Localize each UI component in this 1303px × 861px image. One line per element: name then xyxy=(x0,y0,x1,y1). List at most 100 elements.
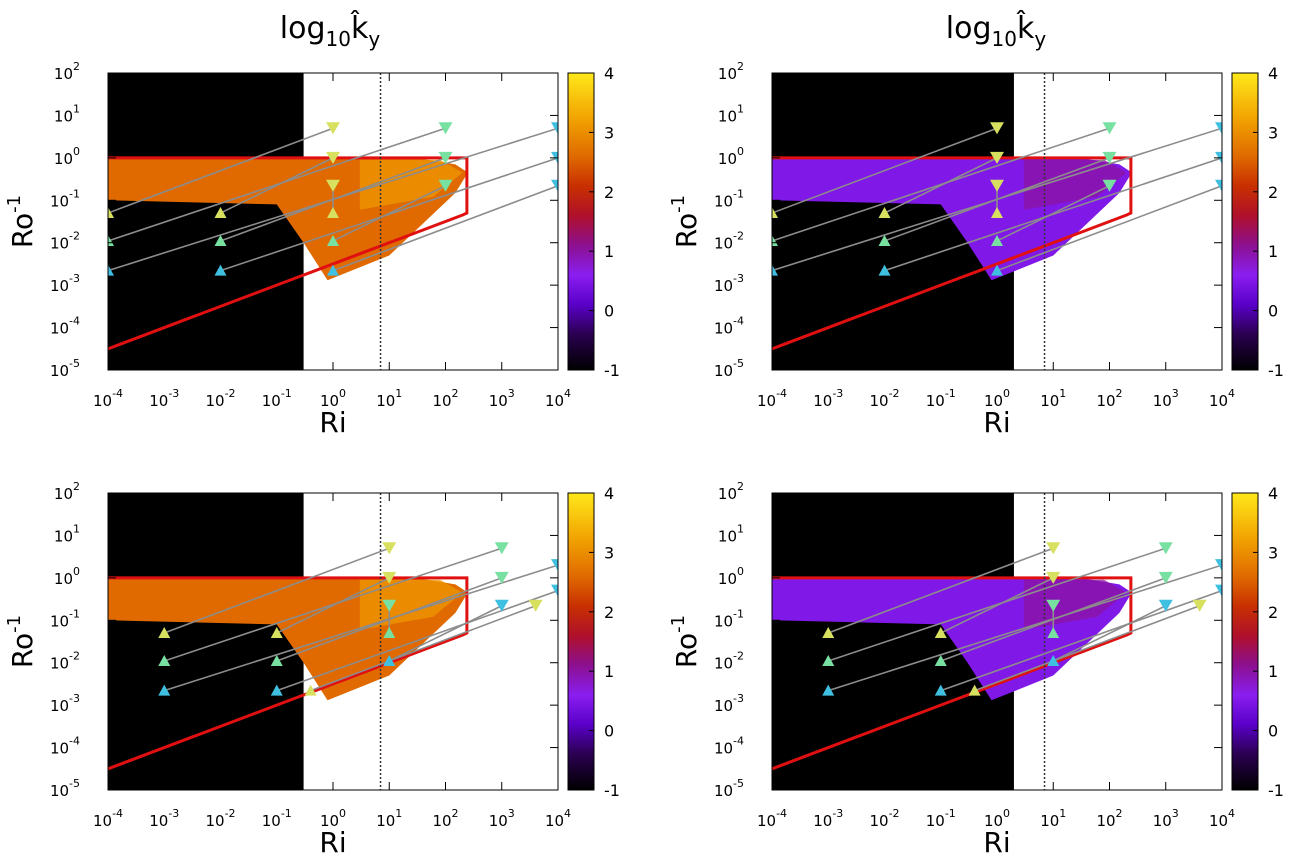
y-tick-label: 10-2 xyxy=(50,230,80,253)
start-marker xyxy=(108,207,114,219)
high-ky-region xyxy=(1023,159,1127,210)
y-tick-label: 10-2 xyxy=(714,650,744,673)
x-tick-label: 101 xyxy=(1040,387,1066,410)
y-tick-label: 100 xyxy=(54,565,80,588)
colorbar-tick-label: 4 xyxy=(604,484,614,503)
start-marker xyxy=(822,654,835,666)
plot-area xyxy=(772,73,1222,370)
y-tick-label: 100 xyxy=(718,565,744,588)
x-axis-label: Ri xyxy=(983,826,1010,857)
end-marker xyxy=(494,599,509,612)
y-tick-label: 101 xyxy=(54,522,80,545)
y-tick-label: 10-1 xyxy=(50,607,80,630)
start-marker xyxy=(878,264,891,276)
y-tick-label: 10-4 xyxy=(50,315,80,338)
x-tick-label: 10-2 xyxy=(205,387,235,410)
plot-area xyxy=(772,493,1222,790)
x-tick-label: 104 xyxy=(1209,807,1235,830)
title-right: log10k̂y xyxy=(946,10,1047,51)
x-tick-label: 10-4 xyxy=(757,387,787,410)
x-tick-label: 103 xyxy=(489,387,515,410)
colorbar-tick-label: 4 xyxy=(604,64,614,83)
colorbar-tick-label: 2 xyxy=(1268,603,1278,622)
colorbar-tick-label: 3 xyxy=(1268,123,1278,142)
colorbar-tick-label: 4 xyxy=(1268,484,1278,503)
colorbar-tick-label: 2 xyxy=(1268,183,1278,202)
x-tick-label: 10-1 xyxy=(926,807,956,830)
neutral-curve xyxy=(772,156,1133,351)
colorbar-tick-label: 3 xyxy=(604,543,614,562)
high-ky-region xyxy=(359,579,463,630)
plot-area xyxy=(108,493,558,790)
neutral-curve xyxy=(108,576,469,771)
trajectory-line xyxy=(1052,605,1167,662)
start-marker xyxy=(991,234,1003,246)
end-marker xyxy=(382,599,397,612)
start-marker xyxy=(270,684,283,696)
y-tick-label: 10-3 xyxy=(714,692,744,715)
x-tick-label: 101 xyxy=(376,807,402,830)
end-marker xyxy=(1046,571,1061,584)
y-tick-label: 10-5 xyxy=(714,777,744,800)
x-tick-label: 104 xyxy=(545,807,571,830)
x-tick-label: 10-3 xyxy=(149,807,179,830)
end-marker xyxy=(551,122,558,135)
high-ky-region xyxy=(1023,579,1127,630)
trajectory-line xyxy=(940,577,1054,634)
trajectory-line xyxy=(772,127,998,214)
neutral-curve xyxy=(108,156,469,351)
x-tick-label: 10-4 xyxy=(93,807,123,830)
trajectory-line xyxy=(827,547,1054,634)
start-marker xyxy=(934,684,947,696)
end-marker xyxy=(1215,122,1222,135)
start-marker xyxy=(327,264,339,276)
start-marker xyxy=(383,654,396,666)
y-tick-label: 10-1 xyxy=(50,187,80,210)
y-tick-label: 10-1 xyxy=(714,607,744,630)
x-tick-label: 10-3 xyxy=(813,807,843,830)
end-marker xyxy=(1046,599,1061,612)
high-ky-region xyxy=(359,159,463,210)
start-marker xyxy=(158,684,171,696)
x-tick-label: 100 xyxy=(984,807,1010,830)
end-marker xyxy=(494,542,509,555)
colorbar-tick-label: 0 xyxy=(1268,302,1278,321)
colorbar-tick-label: 2 xyxy=(604,603,614,622)
x-axis-label: Ri xyxy=(319,406,346,439)
end-marker xyxy=(551,559,558,572)
trajectory-line xyxy=(108,127,334,214)
start-marker xyxy=(991,264,1003,276)
trajectory-line xyxy=(276,577,390,634)
trajectory-line xyxy=(996,185,1222,272)
end-marker xyxy=(1215,179,1222,192)
x-tick-label: 101 xyxy=(376,387,402,410)
end-marker xyxy=(438,151,453,164)
end-marker xyxy=(1158,571,1173,584)
x-tick-label: 104 xyxy=(545,387,571,410)
y-tick-label: 102 xyxy=(718,60,744,83)
x-tick-label: 10-1 xyxy=(262,807,292,830)
end-marker xyxy=(382,542,397,555)
end-marker xyxy=(1158,542,1173,555)
x-tick-label: 10-1 xyxy=(262,387,292,410)
y-axis-label: Ro-1 xyxy=(668,615,703,668)
x-tick-label: 100 xyxy=(320,387,346,410)
end-marker xyxy=(1046,542,1061,555)
end-marker xyxy=(1215,559,1222,572)
x-tick-label: 102 xyxy=(432,387,458,410)
x-tick-label: 103 xyxy=(1153,387,1179,410)
colorbar xyxy=(1231,72,1259,371)
colorbar-tick-label: -1 xyxy=(604,781,620,800)
start-marker xyxy=(772,207,778,219)
trajectory-line xyxy=(974,605,1200,692)
end-marker xyxy=(438,179,453,192)
end-marker xyxy=(1102,151,1117,164)
start-marker xyxy=(934,627,947,639)
colorbar xyxy=(1231,492,1259,791)
trajectory-line xyxy=(332,185,558,272)
x-tick-label: 102 xyxy=(432,807,458,830)
colorbar-tick-label: 4 xyxy=(1268,64,1278,83)
y-tick-label: 10-4 xyxy=(50,735,80,758)
x-tick-label: 101 xyxy=(1040,807,1066,830)
